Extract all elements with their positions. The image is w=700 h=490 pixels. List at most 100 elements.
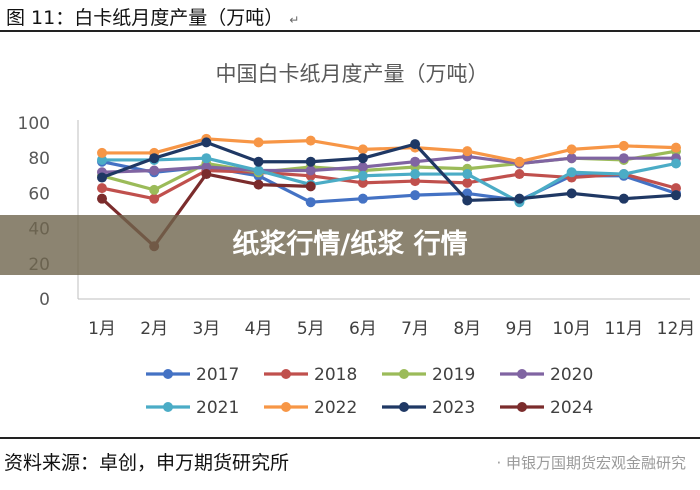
- x-tick-label: 9月: [506, 319, 534, 339]
- data-point: [410, 190, 421, 201]
- legend-label: 2023: [432, 398, 475, 418]
- legend-item: 2021: [146, 398, 239, 418]
- y-tick-label: 60: [28, 184, 50, 204]
- data-point: [201, 153, 212, 164]
- series-2021: [97, 153, 681, 208]
- data-point: [253, 165, 264, 176]
- data-point: [410, 176, 421, 187]
- header-rule: [0, 30, 700, 32]
- data-point: [149, 153, 160, 164]
- x-tick-label: 12月: [657, 319, 696, 339]
- data-point: [514, 169, 525, 180]
- data-point: [305, 165, 316, 176]
- data-point: [618, 140, 629, 151]
- data-point: [357, 162, 368, 172]
- chart-title: 中国白卡纸月度产量（万吨）: [216, 62, 489, 86]
- data-point: [514, 193, 525, 204]
- legend-swatch-marker: [281, 402, 291, 412]
- series-2022: [97, 133, 681, 167]
- legend-label: 2019: [432, 365, 475, 385]
- data-point: [462, 169, 473, 180]
- data-point: [201, 169, 212, 180]
- series-layer: [97, 133, 681, 252]
- series-line: [101, 168, 677, 201]
- figure-label: 图 11：白卡纸月度产量（万吨）: [6, 7, 284, 29]
- y-tick-label: 100: [18, 114, 50, 134]
- x-tick-label: 2月: [140, 319, 168, 339]
- return-mark-icon: ↵: [289, 13, 300, 27]
- data-point: [514, 156, 525, 167]
- data-point: [305, 197, 316, 208]
- x-tick-label: 5月: [297, 319, 325, 339]
- figure-label-row: 图 11：白卡纸月度产量（万吨） ↵: [6, 3, 299, 30]
- data-point: [462, 146, 473, 157]
- x-tick-label: 1月: [88, 319, 116, 339]
- legend-label: 2021: [196, 398, 239, 418]
- legend-label: 2018: [314, 365, 357, 385]
- data-point: [357, 177, 368, 188]
- series-line: [102, 137, 677, 164]
- data-point: [671, 190, 681, 201]
- data-point: [357, 144, 368, 155]
- data-point: [357, 170, 368, 181]
- x-tick-label: 4月: [245, 319, 273, 339]
- data-point: [618, 153, 629, 164]
- x-tick-label: 11月: [604, 319, 643, 339]
- data-point: [410, 139, 421, 150]
- data-point: [566, 188, 577, 199]
- legend-item: 2022: [264, 398, 357, 418]
- watermark-text: · 申银万国期货宏观金融研究: [496, 454, 686, 472]
- data-point: [149, 184, 160, 195]
- data-point: [305, 135, 316, 146]
- data-point: [671, 142, 681, 153]
- legend-swatch-marker: [399, 369, 409, 379]
- data-point: [253, 156, 264, 167]
- data-point: [410, 156, 421, 167]
- legend-item: 2020: [500, 365, 593, 385]
- x-tick-label: 3月: [192, 319, 220, 339]
- banner-text: 纸浆行情/纸浆 行情: [232, 229, 468, 260]
- series-line: [102, 156, 677, 204]
- data-point: [149, 165, 160, 176]
- data-point: [149, 193, 160, 204]
- data-point: [201, 137, 212, 148]
- legend-swatch-marker: [163, 402, 173, 412]
- data-point: [201, 162, 212, 172]
- source-rule: [0, 437, 700, 439]
- data-point: [410, 169, 421, 180]
- data-point: [566, 144, 577, 155]
- data-point: [253, 137, 264, 148]
- legend-item: 2019: [382, 365, 475, 385]
- data-point: [97, 154, 107, 165]
- legend-swatch-marker: [163, 369, 173, 379]
- data-point: [97, 147, 107, 158]
- data-point: [305, 156, 316, 167]
- x-tick-label: 7月: [401, 319, 429, 339]
- legend-item: 2023: [382, 398, 475, 418]
- data-point: [671, 158, 681, 169]
- data-point: [253, 179, 264, 190]
- legend-item: 2017: [146, 365, 239, 385]
- data-point: [618, 193, 629, 204]
- data-point: [97, 183, 107, 194]
- data-point: [671, 183, 681, 194]
- series-line: [101, 140, 677, 203]
- data-point: [357, 153, 368, 164]
- legend-swatch-marker: [399, 402, 409, 412]
- data-point: [357, 193, 368, 204]
- chart-legend: 2017 2018 2019 2020 2021 2022 2023 2024: [146, 365, 593, 418]
- legend-swatch-marker: [281, 369, 291, 379]
- x-tick-label: 8月: [453, 319, 481, 339]
- source-note: 资料来源：卓创，申万期货研究所: [4, 452, 290, 474]
- data-point: [566, 153, 577, 164]
- data-point: [97, 172, 107, 183]
- legend-swatch-marker: [517, 402, 527, 412]
- data-point: [462, 195, 473, 206]
- y-tick-label: 80: [28, 149, 50, 169]
- legend-label: 2020: [550, 365, 593, 385]
- line-chart: 中国白卡纸月度产量（万吨） 0204060801001月2月3月4月5月6月7月…: [18, 62, 696, 418]
- legend-label: 2022: [314, 398, 357, 418]
- data-point: [566, 167, 577, 178]
- x-tick-label: 6月: [349, 319, 377, 339]
- chart-axes: 0204060801001月2月3月4月5月6月7月8月9月10月11月12月: [18, 114, 696, 339]
